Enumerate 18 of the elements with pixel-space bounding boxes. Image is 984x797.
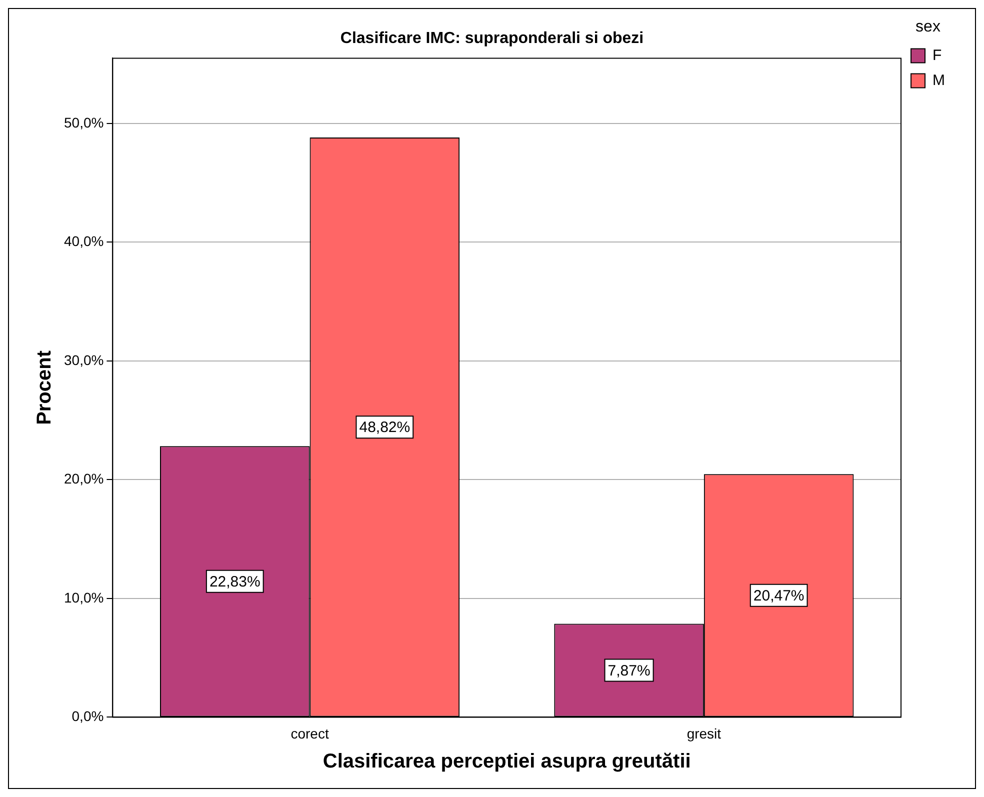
chart-title: Clasificare IMC: supraponderali si obezi [340, 30, 644, 48]
data-label: 48,82% [359, 419, 410, 436]
x-tick-label: corect [290, 725, 329, 742]
data-label: 7,87% [608, 662, 650, 680]
y-tick-label: 20,0% [64, 470, 104, 487]
y-tick-label: 10,0% [64, 589, 104, 606]
legend-label: M [932, 72, 946, 89]
y-tick-label: 40,0% [64, 233, 104, 250]
y-tick-label: 30,0% [64, 352, 104, 368]
y-axis-title: Procent [34, 350, 56, 425]
y-tick-label: 0,0% [72, 708, 104, 724]
y-tick-label: 50,0% [64, 114, 104, 130]
x-axis-title: Clasificarea perceptiei asupra greutătii [322, 750, 691, 773]
x-tick-label: gresit [686, 725, 722, 742]
data-label: 20,47% [753, 588, 804, 605]
legend-label: F [932, 46, 942, 64]
legend-title: sex [916, 18, 940, 36]
data-label: 22,83% [209, 574, 260, 591]
